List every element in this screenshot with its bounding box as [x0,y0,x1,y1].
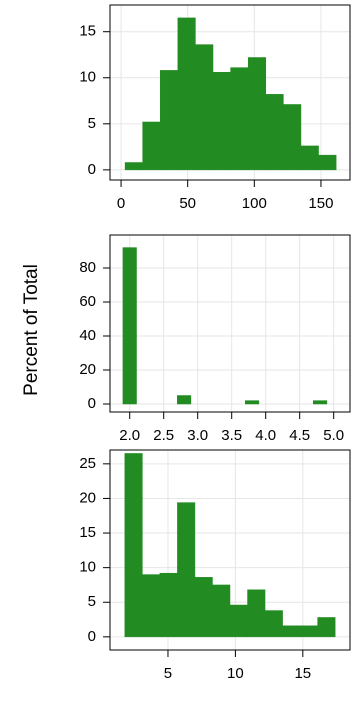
histogram-bar [313,400,328,405]
x-tick-label: 2.0 [119,427,140,444]
panel-frame [109,449,351,651]
y-tick-label: 5 [88,593,96,610]
y-tick-label: 0 [88,628,96,645]
histogram-bar [245,400,260,405]
panel-frame [109,4,351,181]
y-tick-label: 0 [88,161,96,178]
histogram-bar [318,154,337,171]
x-tick-label: 0 [117,195,125,212]
y-tick-label: 20 [79,489,96,506]
histogram-bar [142,574,161,638]
y-tick-label: 80 [79,259,96,276]
histogram-bar [159,572,178,638]
x-tick-label: 150 [308,195,333,212]
x-tick-label: 4.5 [289,427,310,444]
histogram-bar [212,584,231,638]
histogram-bar [177,395,192,405]
histogram-bar [124,162,143,171]
x-tick-label: 5 [164,665,172,682]
x-tick-label: 3.0 [187,427,208,444]
histogram-bar [230,67,249,171]
histogram-bar [195,44,214,171]
y-tick-label: 15 [79,524,96,541]
histogram-bar [283,104,302,171]
histogram-bar [194,577,213,638]
histogram-bar [177,502,196,638]
histogram-bar [122,247,137,405]
histogram-bar [300,145,319,171]
histogram-bar [317,617,336,638]
x-tick-label: 4.0 [255,427,276,444]
x-tick-label: 5.0 [323,427,344,444]
histogram-bar [212,71,231,171]
y-tick-label: 5 [88,115,96,132]
histogram-bar [282,625,301,638]
x-tick-label: 50 [179,195,196,212]
y-axis-label: Percent of Total [21,264,42,396]
x-tick-label: 10 [227,665,244,682]
histogram-bar [124,453,143,638]
y-tick-label: 25 [79,455,96,472]
y-tick-label: 10 [79,69,96,86]
histogram-bar [247,57,267,171]
histogram-bar [177,17,196,171]
histogram-bar [299,625,318,638]
histogram-bar [159,70,179,171]
x-tick-label: 2.5 [153,427,174,444]
histogram-bar [142,121,161,171]
y-tick-label: 60 [79,293,96,310]
histogram-bar [229,604,248,638]
y-tick-label: 40 [79,327,96,344]
histogram-bar [247,589,266,638]
y-tick-label: 15 [79,23,96,40]
panel-frame [109,234,351,413]
histogram-bar [265,94,284,171]
y-tick-label: 10 [79,559,96,576]
x-tick-label: 100 [242,195,267,212]
histogram-bar [264,610,283,638]
y-tick-label: 20 [79,361,96,378]
x-tick-label: 3.5 [221,427,242,444]
y-tick-label: 0 [88,395,96,412]
x-tick-label: 15 [294,665,311,682]
